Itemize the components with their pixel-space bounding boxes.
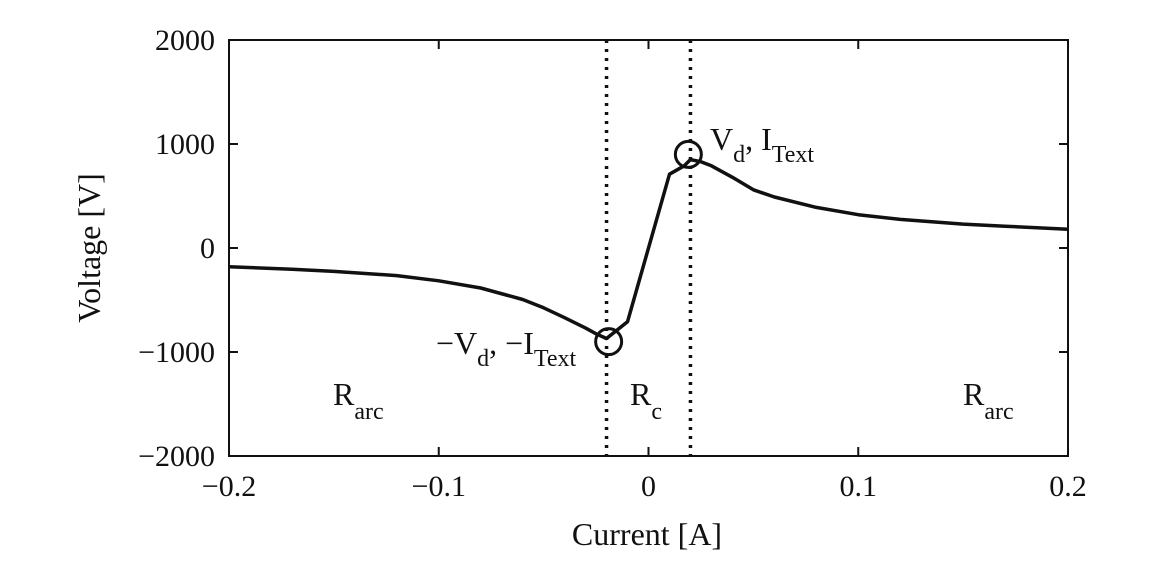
y-tick-label: 1000	[155, 128, 215, 161]
x-tick-label: 0.1	[840, 470, 878, 503]
r-c-sub: c	[651, 399, 662, 425]
x-tick-label: 0.2	[1049, 470, 1087, 503]
plot-frame	[228, 39, 1069, 457]
marker-knee-negative	[594, 327, 624, 357]
r-arc-left-sub: arc	[354, 399, 383, 425]
r-arc-right-sub: arc	[984, 399, 1013, 425]
x-tick-label: −0.1	[412, 470, 466, 503]
x-axis-title: Current [A]	[572, 516, 722, 552]
annotation-positive-knee: Vd, IText	[710, 121, 814, 168]
region-label-r-arc-right: Rarc	[963, 376, 1014, 425]
annot-neg-vd-sep: ,	[489, 325, 497, 361]
marker-knee-positive	[673, 139, 703, 169]
annotation-negative-knee: −Vd, −IText	[436, 325, 576, 372]
x-tick-label: 0	[641, 470, 656, 503]
annot-neg-vd-sub: d	[477, 346, 489, 372]
y-tick-label: 2000	[155, 24, 215, 57]
annot-vd-sep: ,	[745, 121, 753, 157]
annot-vd-main: V	[710, 121, 733, 157]
y-tick-label: 0	[200, 232, 215, 265]
annot-vd-sub: d	[733, 142, 745, 168]
region-label-r-arc-left: Rarc	[333, 376, 384, 425]
y-axis-title: Voltage [V]	[71, 173, 107, 323]
annot-neg-itext-main: −I	[497, 325, 534, 361]
annot-itext-sub: Text	[772, 142, 815, 168]
y-tick-label: −2000	[138, 440, 215, 473]
series-line	[228, 157, 1069, 341]
x-tick-label: −0.2	[202, 470, 256, 503]
annot-neg-itext-sub: Text	[534, 346, 577, 372]
annot-itext-main: I	[753, 121, 772, 157]
r-arc-left-main: R	[333, 376, 355, 412]
y-tick-label: −1000	[138, 336, 215, 369]
annot-neg-vd-main: −V	[436, 325, 477, 361]
r-c-main: R	[630, 376, 652, 412]
region-label-r-c: Rc	[630, 376, 662, 425]
r-arc-right-main: R	[963, 376, 985, 412]
